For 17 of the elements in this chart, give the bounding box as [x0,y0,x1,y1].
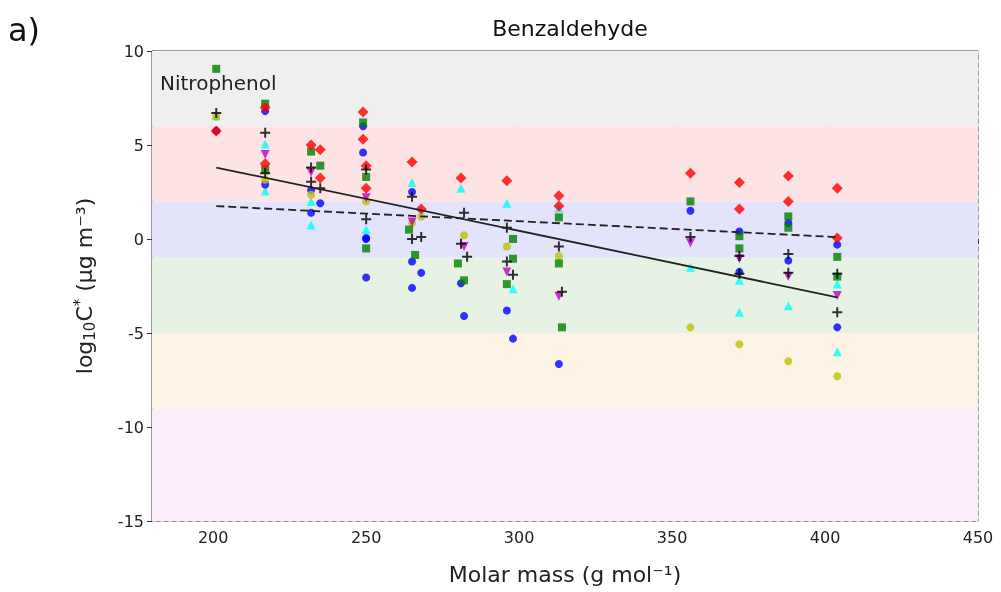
y-tick-label: -10 [117,417,144,437]
x-axis-title: Molar mass (g mol⁻¹) [448,561,682,587]
x-tick-label: 300 [503,527,535,547]
annotation: Nitrophenol [160,71,277,95]
text: a) [8,11,41,49]
x-tick-label: 400 [809,527,841,547]
x-tick-label: 350 [656,527,688,547]
y-tick-label: 0 [133,229,144,249]
chart-title: Benzaldehyde [492,15,648,41]
y-tick-label: -5 [128,323,144,343]
y-axis-title: log10C* (µg m⁻³) [70,197,99,375]
x-tick-label: 200 [197,527,229,547]
x-tick-label: 250 [350,527,382,547]
y-tick-label: 5 [133,135,144,155]
x-tick-label: 450 [962,527,994,547]
y-tick-label: 10 [123,41,144,61]
y-tick-label: -15 [117,511,144,531]
